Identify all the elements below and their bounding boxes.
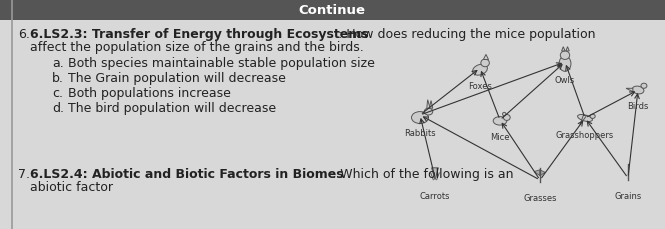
Polygon shape — [534, 170, 540, 176]
Ellipse shape — [493, 117, 507, 125]
Text: The Grain population will decrease: The Grain population will decrease — [68, 72, 286, 85]
Polygon shape — [566, 47, 569, 51]
Text: Owls: Owls — [555, 76, 575, 85]
Ellipse shape — [424, 108, 433, 115]
Polygon shape — [540, 170, 545, 176]
Ellipse shape — [632, 86, 644, 94]
Text: Grasshoppers: Grasshoppers — [556, 131, 614, 140]
Ellipse shape — [561, 51, 570, 60]
Text: 7.: 7. — [18, 168, 30, 181]
Text: 6.LS2.4: Abiotic and Biotic Factors in Biomes: 6.LS2.4: Abiotic and Biotic Factors in B… — [30, 168, 344, 181]
Ellipse shape — [481, 59, 489, 67]
Ellipse shape — [503, 112, 506, 116]
Text: c.: c. — [52, 87, 63, 100]
Bar — [0, 0, 665, 20]
Text: a.: a. — [52, 57, 64, 70]
Ellipse shape — [412, 112, 428, 123]
Text: abiotic factor: abiotic factor — [30, 181, 113, 194]
Ellipse shape — [503, 114, 510, 120]
Ellipse shape — [590, 114, 595, 118]
Text: Rabbits: Rabbits — [404, 129, 436, 138]
Text: Carrots: Carrots — [420, 192, 450, 201]
Text: 6.: 6. — [18, 28, 30, 41]
Polygon shape — [430, 101, 433, 108]
Polygon shape — [432, 168, 438, 180]
Text: Mice: Mice — [490, 133, 510, 142]
Ellipse shape — [559, 56, 571, 71]
Text: Foxes: Foxes — [468, 82, 492, 91]
Text: Both species maintainable stable population size: Both species maintainable stable populat… — [68, 57, 375, 70]
Text: : How does reducing the mice population: : How does reducing the mice population — [338, 28, 595, 41]
Text: b.: b. — [52, 72, 64, 85]
Text: The bird population will decrease: The bird population will decrease — [68, 102, 276, 115]
Polygon shape — [562, 47, 565, 51]
Text: 6.LS2.3: Transfer of Energy through Ecosystems: 6.LS2.3: Transfer of Energy through Ecos… — [30, 28, 368, 41]
Text: : Which of the following is an: : Which of the following is an — [332, 168, 513, 181]
Polygon shape — [626, 88, 633, 92]
Ellipse shape — [473, 64, 487, 75]
Text: Continue: Continue — [299, 3, 366, 16]
Text: affect the population size of the grains and the birds.: affect the population size of the grains… — [30, 41, 364, 54]
Polygon shape — [427, 100, 430, 108]
Ellipse shape — [641, 83, 647, 88]
Polygon shape — [483, 55, 489, 60]
Text: Birds: Birds — [627, 102, 648, 111]
Text: d.: d. — [52, 102, 64, 115]
Ellipse shape — [578, 114, 593, 122]
Text: Both populations increase: Both populations increase — [68, 87, 231, 100]
Text: Grasses: Grasses — [523, 194, 557, 203]
Text: Grains: Grains — [614, 192, 642, 201]
